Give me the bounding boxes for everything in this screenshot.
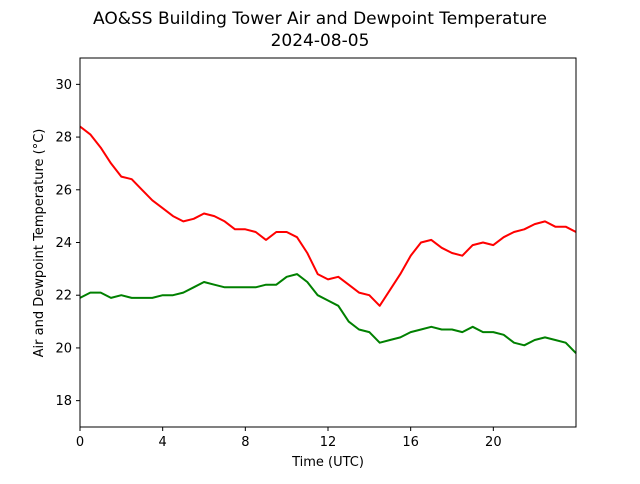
y-tick-label: 30 [55, 78, 72, 93]
series-layer [79, 125, 577, 354]
y-tick-label: 20 [55, 341, 72, 356]
x-tick-label: 16 [402, 435, 419, 450]
x-axis-label: Time (UTC) [291, 455, 364, 470]
x-tick-label: 8 [241, 435, 249, 450]
y-tick-label: 28 [55, 131, 72, 146]
x-tick-label: 0 [76, 435, 84, 450]
x-axis-ticks: 0 4 8 12 16 20 [76, 427, 502, 450]
y-tick-label: 18 [55, 394, 72, 409]
chart-subtitle: 2024-08-05 [271, 31, 370, 51]
series-line-1 [79, 273, 577, 354]
x-tick-label: 20 [485, 435, 502, 450]
x-tick-label: 12 [320, 435, 337, 450]
x-tick-label: 4 [159, 435, 167, 450]
y-axis-label: Air and Dewpoint Temperature (°C) [32, 129, 47, 358]
chart-title: AO&SS Building Tower Air and Dewpoint Te… [93, 9, 547, 29]
y-tick-label: 24 [55, 236, 72, 251]
plot-area-frame [79, 57, 577, 428]
y-axis-ticks: 18 20 22 24 26 28 30 [55, 78, 80, 409]
series-line-0 [79, 125, 577, 307]
y-tick-label: 26 [55, 183, 72, 198]
y-tick-label: 22 [55, 289, 72, 304]
